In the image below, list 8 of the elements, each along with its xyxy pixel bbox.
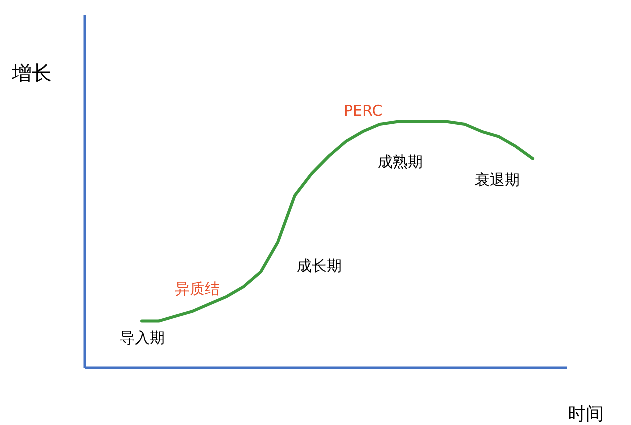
annotation: 成熟期 xyxy=(378,153,423,171)
x-axis-title: 时间 xyxy=(568,404,604,425)
text: PERC xyxy=(344,102,383,120)
annotation: 导入期 xyxy=(120,329,165,347)
annotation: 异质结 xyxy=(175,280,220,298)
y-axis-title: 增长 xyxy=(11,61,52,85)
annotation: 衰退期 xyxy=(475,171,520,189)
annotation: 成长期 xyxy=(297,257,342,275)
